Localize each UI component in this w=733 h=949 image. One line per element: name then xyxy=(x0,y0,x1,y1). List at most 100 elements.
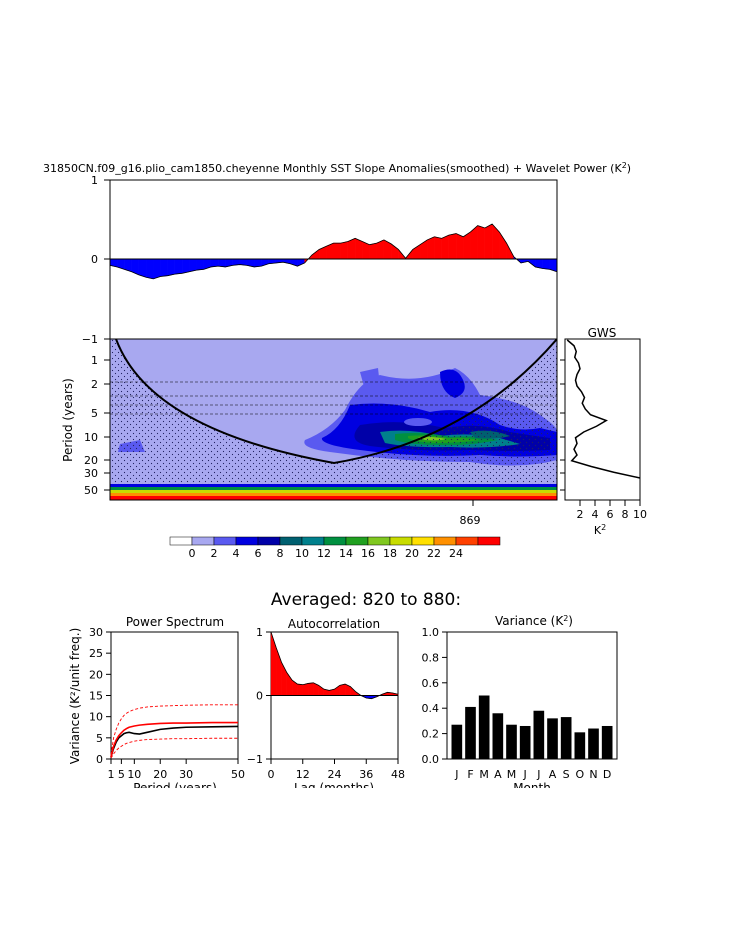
acf-line xyxy=(270,631,399,700)
ps-xtick: 30 xyxy=(179,768,193,781)
colorbar-swatch xyxy=(433,536,457,546)
colorbar-label: 24 xyxy=(449,547,463,560)
acf-segment xyxy=(270,631,277,696)
timeseries-segment xyxy=(217,258,226,268)
gws-title: GWS xyxy=(588,326,617,340)
variance-month-label: F xyxy=(467,768,473,781)
ps-ytick: 10 xyxy=(89,711,103,724)
spectrum-series-spectrum xyxy=(110,725,239,758)
timeseries-segment xyxy=(153,258,161,280)
colorbar-swatch xyxy=(169,536,193,546)
timeseries-segment xyxy=(427,236,435,260)
variance-month-label: M xyxy=(479,768,489,781)
gws-xlabel: K2 xyxy=(594,523,606,537)
variance-bar xyxy=(506,724,517,759)
colorbar-swatch xyxy=(345,536,369,546)
variance-month-label: J xyxy=(523,768,527,781)
timeseries-segment xyxy=(484,223,493,260)
wavelet-ytick-2: 2 xyxy=(91,378,98,391)
variance-ytick: 0.6 xyxy=(422,677,440,690)
colorbar-label: 12 xyxy=(317,547,331,560)
acf-xtick: 48 xyxy=(391,768,405,781)
timeseries-segment xyxy=(390,243,399,260)
colorbar-label: 16 xyxy=(361,547,375,560)
colorbar-label: 4 xyxy=(233,547,240,560)
wavelet-ylabel: Period (years) xyxy=(61,378,75,462)
ts-ytick-neg1: −1 xyxy=(82,333,98,346)
colorbar-label: 22 xyxy=(427,547,441,560)
timeseries-segment xyxy=(333,242,341,260)
colorbar-label: 18 xyxy=(383,547,397,560)
acf-ytick: −1 xyxy=(247,753,263,766)
power-spectrum-title: Power Spectrum xyxy=(126,615,224,629)
variance-bar xyxy=(560,717,572,759)
colorbar-swatch xyxy=(411,536,435,546)
wavelet-panel: 1 2 5 10 20 30 50 Period (years) 869 xyxy=(61,338,558,527)
timeseries-segment xyxy=(160,258,168,277)
variance-month-label: A xyxy=(494,768,502,781)
timeseries-segment xyxy=(434,236,442,260)
timeseries-segment xyxy=(196,258,204,271)
colorbar-label: 10 xyxy=(295,547,309,560)
timeseries-segment xyxy=(369,242,377,260)
cone-of-influence xyxy=(115,339,557,465)
colorbar-swatch xyxy=(235,536,259,546)
spectrum-series-red-noise xyxy=(110,721,238,758)
timeseries-segment xyxy=(383,239,392,260)
ps-xtick: 50 xyxy=(231,768,245,781)
ps-xtick: 10 xyxy=(127,768,141,781)
colorbar-swatch xyxy=(455,536,479,546)
timeseries-segment xyxy=(340,241,349,260)
wavelet-ytick-10: 10 xyxy=(84,431,98,444)
colorbar-swatch xyxy=(213,536,237,546)
timeseries-line xyxy=(109,223,558,280)
timeseries-segment xyxy=(455,233,464,260)
variance-bar xyxy=(601,725,613,759)
timeseries-segment xyxy=(448,233,457,260)
ps-ytick: 15 xyxy=(89,690,103,703)
variance-month-label: D xyxy=(603,768,611,781)
timeseries-segment xyxy=(491,223,500,260)
ps-ytick: 25 xyxy=(89,647,103,660)
gws-xtick-10: 10 xyxy=(633,508,647,521)
timeseries-segment xyxy=(542,258,550,270)
timeseries-segment xyxy=(499,231,507,260)
autocorrelation-panel: Autocorrelation Lag (months) 01224364810… xyxy=(247,617,405,795)
colorbar-label: 0 xyxy=(189,547,196,560)
colorbar-swatch xyxy=(191,536,215,546)
variance-ytick: 1.0 xyxy=(422,626,440,639)
variance-bar xyxy=(451,724,463,759)
colorbar-swatch xyxy=(477,536,501,546)
timeseries-segment xyxy=(253,258,262,268)
timeseries-segment xyxy=(189,258,197,272)
timeseries-segment xyxy=(145,258,154,280)
colorbar-label: 8 xyxy=(277,547,284,560)
acf-segment xyxy=(302,683,309,696)
colorbar-swatch xyxy=(279,536,303,546)
variance-ytick: 0.2 xyxy=(422,728,440,741)
timeseries-segment xyxy=(167,258,176,276)
colorbar-swatch xyxy=(323,536,347,546)
wavelet-ytick-20: 20 xyxy=(84,454,98,467)
wavelet-xtick-869: 869 xyxy=(460,514,481,527)
colorbar-label: 2 xyxy=(211,547,218,560)
wavelet-ytick-1: 1 xyxy=(91,354,98,367)
colorbar-swatch xyxy=(301,536,325,546)
ps-xtick: 20 xyxy=(153,768,167,781)
variance-month-label: N xyxy=(589,768,597,781)
ps-xtick: 5 xyxy=(118,768,125,781)
variance-ytick: 0.4 xyxy=(422,702,440,715)
acf-xtick: 12 xyxy=(296,768,310,781)
ps-ytick: 5 xyxy=(96,732,103,745)
power-spectrum-panel: Power Spectrum Variance (K²/unit freq.) … xyxy=(68,615,245,795)
gws-line xyxy=(566,339,641,479)
colorbar-label: 14 xyxy=(339,547,353,560)
colorbar-swatch xyxy=(367,536,391,546)
variance-ytick: 0.0 xyxy=(422,753,440,766)
timeseries-segment xyxy=(441,234,450,260)
acf-xtick: 24 xyxy=(328,768,342,781)
acf-segment xyxy=(297,683,303,696)
gws-xtick-8: 8 xyxy=(622,508,629,521)
acf-segment xyxy=(307,682,314,696)
timeseries-segment xyxy=(174,258,183,275)
